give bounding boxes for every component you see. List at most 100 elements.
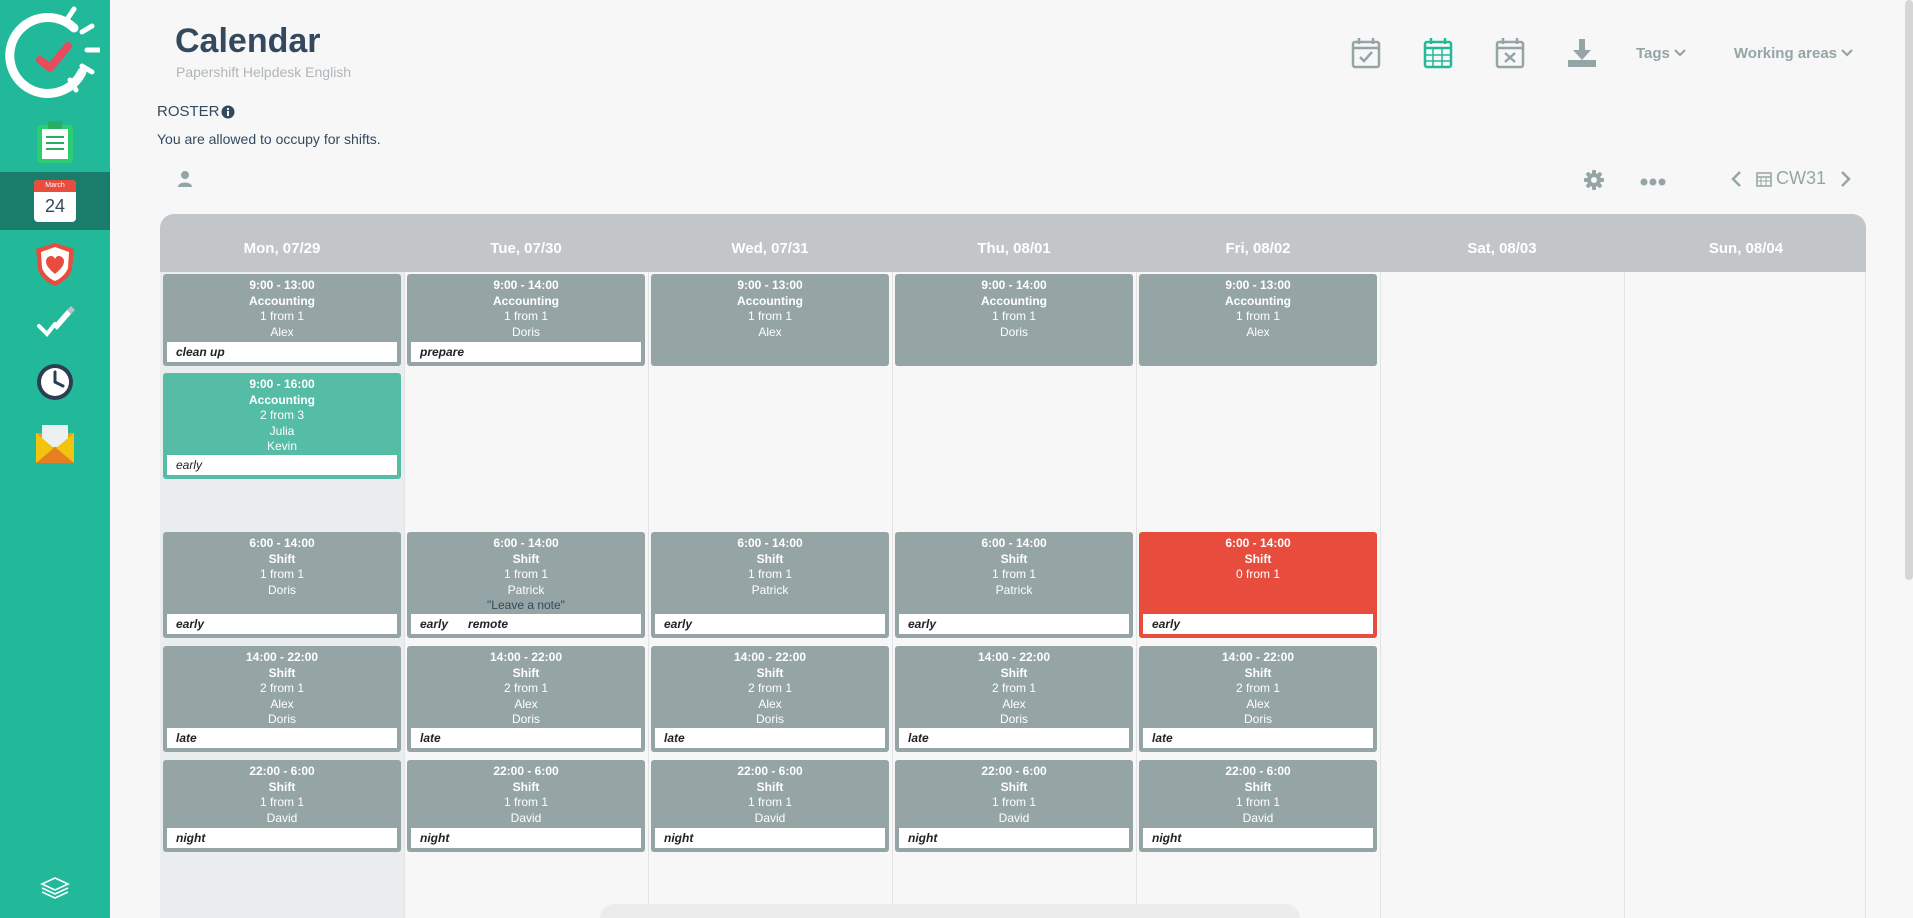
tools-nav-button[interactable] (0, 294, 110, 350)
shift-employee: Alex (1002, 696, 1026, 711)
working-areas-dropdown-label: Working areas (1733, 44, 1838, 62)
shift-tags: prepare (411, 342, 641, 362)
day-header-sun: Sun, 08/04 (1708, 240, 1784, 257)
confirm-shifts-button[interactable] (1330, 33, 1402, 73)
shift-card-night-mon[interactable]: 22:00 - 6:00 Shift 1 from 1 David night (163, 760, 401, 852)
calendar-small-icon[interactable] (1756, 170, 1772, 187)
day-header-wed: Wed, 07/31 (731, 240, 809, 257)
shift-card-acc-tue[interactable]: 9:00 - 14:00 Accounting 1 from 1 Doris p… (407, 274, 645, 366)
week-label[interactable]: CW31 (1776, 168, 1827, 188)
shift-employee: Patrick (995, 582, 1033, 597)
more-dots-icon (1640, 178, 1666, 186)
shift-time: 6:00 - 14:00 (1225, 536, 1291, 550)
shift-employee: Doris (267, 712, 296, 726)
shift-card-late-fri[interactable]: 14:00 - 22:00 Shift 2 from 1 Alex Doris … (1139, 646, 1377, 752)
shift-card-late-mon[interactable]: 14:00 - 22:00 Shift 2 from 1 Alex Doris … (163, 646, 401, 752)
shift-employee: Doris (999, 324, 1028, 339)
shift-card-early-mon[interactable]: 6:00 - 14:00 Shift 1 from 1 Doris early (163, 532, 401, 638)
shift-time: 22:00 - 6:00 (249, 764, 315, 778)
chevron-right-icon[interactable] (1840, 170, 1852, 188)
shift-tags: early (1143, 614, 1373, 634)
shift-tags: night (411, 828, 641, 848)
shift-time: 22:00 - 6:00 (737, 764, 803, 778)
shift-title: Shift (756, 665, 784, 680)
shift-title: Shift (1000, 551, 1028, 566)
calendar-grid-icon (1423, 38, 1453, 69)
working-areas-dropdown[interactable]: Working areas (1734, 45, 1853, 62)
shift-card-night-wed[interactable]: 22:00 - 6:00 Shift 1 from 1 David night (651, 760, 889, 852)
clipboard-nav-button[interactable] (0, 114, 110, 170)
shift-employee: David (998, 810, 1030, 825)
page-scrollbar[interactable] (1905, 0, 1913, 580)
roster-calendar: Mon, 07/29 Tue, 07/30 Wed, 07/31 Thu, 08… (160, 214, 1868, 918)
shift-occupancy: 2 from 1 (747, 681, 792, 695)
shift-title: Shift (512, 665, 540, 680)
gear-icon (1584, 170, 1604, 190)
shift-card-night-fri[interactable]: 22:00 - 6:00 Shift 1 from 1 David night (1139, 760, 1377, 852)
calendar-view-button[interactable] (1402, 33, 1474, 73)
day-column-sat[interactable] (1380, 272, 1624, 918)
shift-card-late-thu[interactable]: 14:00 - 22:00 Shift 2 from 1 Alex Doris … (895, 646, 1133, 752)
settings-button[interactable] (1584, 170, 1604, 195)
shift-tags: late (411, 728, 641, 748)
shift-title: Shift (1000, 665, 1028, 680)
more-options-button[interactable] (1640, 174, 1666, 192)
shift-title: Shift (268, 779, 296, 794)
shift-card-early-fri[interactable]: 6:00 - 14:00 Shift 0 from 1 early (1139, 532, 1377, 638)
shift-tags: night (1143, 828, 1373, 848)
section-title: ROSTER (157, 103, 235, 120)
shift-tag: early (420, 617, 449, 631)
shift-card-early-tue[interactable]: 6:00 - 14:00 Shift 1 from 1 Patrick "Lea… (407, 532, 645, 638)
envelope-icon (36, 425, 74, 463)
download-button[interactable] (1546, 33, 1618, 73)
shift-occupancy: 1 from 1 (1235, 309, 1280, 323)
shift-card-night-thu[interactable]: 22:00 - 6:00 Shift 1 from 1 David night (895, 760, 1133, 852)
shift-card-acc-fri[interactable]: 9:00 - 13:00 Accounting 1 from 1 Alex (1139, 274, 1377, 366)
shift-card-early-wed[interactable]: 6:00 - 14:00 Shift 1 from 1 Patrick earl… (651, 532, 889, 638)
calendar-nav-button[interactable]: March 24 (0, 172, 110, 230)
shift-tag: prepare (420, 345, 465, 359)
shift-employee: Patrick (751, 582, 789, 597)
shift-tag: early (176, 458, 203, 472)
tags-dropdown[interactable]: Tags (1636, 45, 1686, 62)
shift-time: 14:00 - 22:00 (1221, 650, 1295, 664)
shift-title: Accounting (249, 392, 315, 407)
shift-card-night-tue[interactable]: 22:00 - 6:00 Shift 1 from 1 David night (407, 760, 645, 852)
shift-tags: early (899, 614, 1129, 634)
shift-card-late-tue[interactable]: 14:00 - 22:00 Shift 2 from 1 Alex Doris … (407, 646, 645, 752)
shift-tag: early (908, 617, 937, 631)
sidebar: March 24 (0, 0, 110, 918)
info-icon[interactable] (221, 105, 235, 119)
section-description: You are allowed to occupy for shifts. (157, 131, 381, 147)
papershift-logo[interactable] (4, 6, 102, 102)
clock-icon (37, 364, 73, 400)
day-column-sun[interactable] (1624, 272, 1868, 918)
shift-card-late-wed[interactable]: 14:00 - 22:00 Shift 2 from 1 Alex Doris … (651, 646, 889, 752)
shift-occupancy: 2 from 1 (1235, 681, 1280, 695)
time-tracking-nav-button[interactable] (0, 354, 110, 410)
download-icon (1568, 39, 1596, 67)
shift-occupancy: 1 from 1 (503, 309, 548, 323)
shift-employee: Alex (1246, 324, 1270, 339)
layers-button[interactable] (0, 868, 110, 908)
health-nav-button[interactable] (0, 236, 110, 292)
calendar-icon-month: March (34, 180, 76, 192)
chevron-left-icon[interactable] (1730, 170, 1742, 188)
shift-card-acc-wed[interactable]: 9:00 - 13:00 Accounting 1 from 1 Alex (651, 274, 889, 366)
shift-tags: clean up (167, 342, 397, 362)
day-header-sat: Sat, 08/03 (1467, 240, 1537, 257)
shift-title: Shift (512, 551, 540, 566)
section-title-text: ROSTER (157, 103, 220, 120)
shift-card-early-thu[interactable]: 6:00 - 14:00 Shift 1 from 1 Patrick earl… (895, 532, 1133, 638)
shift-occupancy: 1 from 1 (991, 309, 1036, 323)
shift-card-acc2-mon[interactable]: 9:00 - 16:00 Accounting 2 from 3 Julia K… (163, 373, 401, 479)
shift-time: 9:00 - 14:00 (981, 278, 1047, 292)
calendar-icon-day: 24 (44, 196, 66, 216)
shift-card-acc-mon[interactable]: 9:00 - 13:00 Accounting 1 from 1 Alex cl… (163, 274, 401, 366)
shift-card-acc-thu[interactable]: 9:00 - 14:00 Accounting 1 from 1 Doris (895, 274, 1133, 366)
shift-employee: Doris (1243, 712, 1272, 726)
messages-nav-button[interactable] (0, 416, 110, 472)
shift-employee: Doris (999, 712, 1028, 726)
user-filter-button[interactable] (177, 170, 193, 193)
delete-shifts-button[interactable] (1474, 33, 1546, 73)
